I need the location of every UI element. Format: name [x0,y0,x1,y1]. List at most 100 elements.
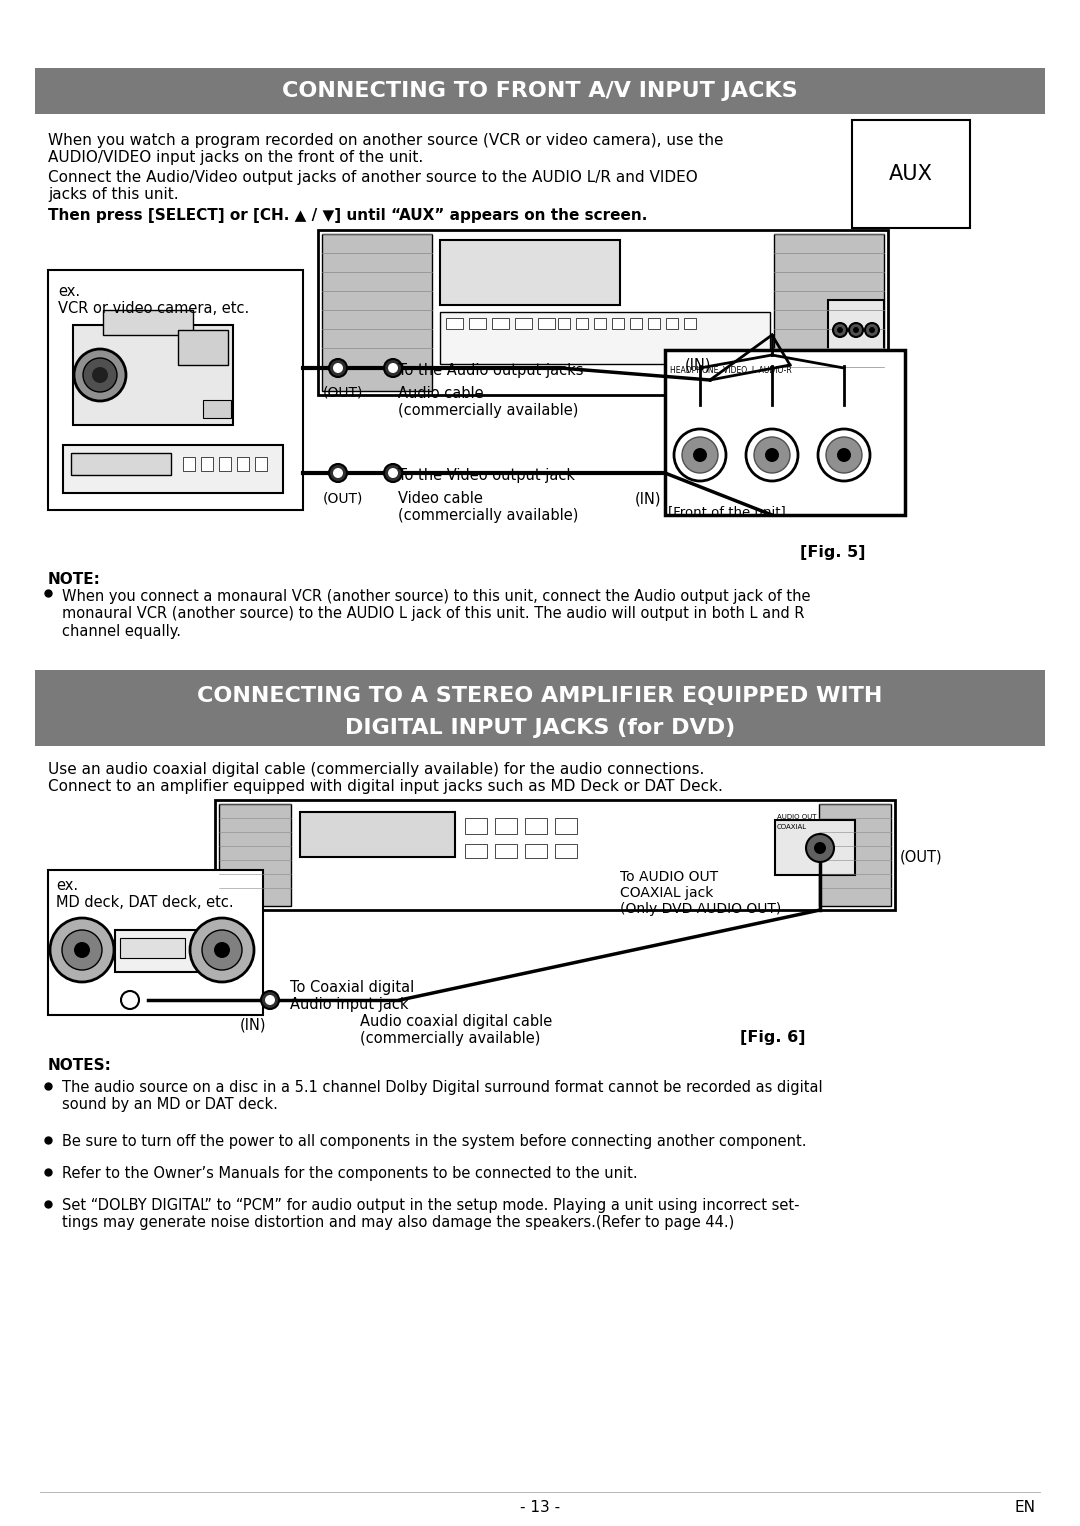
Text: (IN): (IN) [685,359,712,372]
Circle shape [746,429,798,481]
Bar [71,453,171,475]
Bar [495,844,517,858]
Circle shape [75,349,126,401]
Circle shape [833,324,847,337]
Text: To the Video output jack: To the Video output jack [399,468,575,484]
Bar [440,311,770,365]
Circle shape [826,436,862,473]
Text: To Coaxial digital
Audio input jack: To Coaxial digital Audio input jack [291,980,415,1012]
Bar [0,0,1080,69]
Bar [828,301,885,360]
Text: To the Audio output jacks: To the Audio output jacks [399,363,583,378]
Text: HEADPHONE  VIDEO  L-AUDIO-R: HEADPHONE VIDEO L-AUDIO-R [670,366,792,375]
Bar [495,818,517,835]
Bar [576,317,588,330]
Bar [525,844,546,858]
Circle shape [384,359,402,377]
Bar [203,400,231,418]
Text: (OUT): (OUT) [323,386,363,400]
Bar [666,317,678,330]
Text: AUX: AUX [889,163,933,185]
Bar [48,270,303,510]
Circle shape [388,468,399,478]
Circle shape [265,995,275,1006]
Bar [178,330,228,365]
Bar [684,317,696,330]
Circle shape [869,327,875,333]
Circle shape [754,436,789,473]
Circle shape [388,363,399,372]
Bar [201,456,213,472]
Text: CONNECTING TO A STEREO AMPLIFIER EQUIPPED WITH: CONNECTING TO A STEREO AMPLIFIER EQUIPPE… [198,687,882,707]
Text: CONNECTING TO FRONT A/V INPUT JACKS: CONNECTING TO FRONT A/V INPUT JACKS [282,81,798,101]
Circle shape [75,942,90,958]
Bar [465,818,487,835]
Text: Then press [SELECT] or [CH. ▲ / ▼] until “AUX” appears on the screen.: Then press [SELECT] or [CH. ▲ / ▼] until… [48,208,647,223]
Text: Audio coaxial digital cable
(commercially available): Audio coaxial digital cable (commerciall… [360,1013,552,1047]
Bar [446,317,463,330]
Circle shape [384,464,402,482]
Circle shape [333,363,343,372]
Bar [114,929,235,972]
Text: COAXIAL: COAXIAL [777,824,807,830]
Text: [Front of the unit]: [Front of the unit] [669,505,786,517]
Circle shape [837,327,843,333]
Bar [852,121,970,227]
Bar [73,325,233,426]
Text: When you watch a program recorded on another source (VCR or video camera), use t: When you watch a program recorded on ano… [48,133,724,165]
Bar [318,230,888,395]
Text: NOTE:: NOTE: [48,572,100,588]
Text: Be sure to turn off the power to all components in the system before connecting : Be sure to turn off the power to all com… [62,1134,807,1149]
Bar [538,317,555,330]
Bar [183,456,195,472]
Text: - 13 -: - 13 - [519,1500,561,1515]
Bar [630,317,642,330]
Text: Set “DOLBY DIGITAL” to “PCM” for audio output in the setup mode. Playing a unit : Set “DOLBY DIGITAL” to “PCM” for audio o… [62,1198,799,1230]
Bar [594,317,606,330]
Bar [525,818,546,835]
Circle shape [202,929,242,971]
Text: EN: EN [1014,1500,1035,1515]
Bar [819,804,891,906]
Text: Audio cable
(commercially available): Audio cable (commercially available) [399,386,579,418]
Text: When you connect a monaural VCR (another source) to this unit, connect the Audio: When you connect a monaural VCR (another… [62,589,810,639]
Bar [648,317,660,330]
Bar [219,456,231,472]
Circle shape [849,324,863,337]
Circle shape [50,919,114,983]
Bar [48,870,264,1015]
Text: Use an audio coaxial digital cable (commercially available) for the audio connec: Use an audio coaxial digital cable (comm… [48,761,723,795]
Circle shape [818,429,870,481]
Bar [612,317,624,330]
Text: [Fig. 6]: [Fig. 6] [740,1030,806,1045]
Bar [120,938,185,958]
Circle shape [814,842,826,855]
Bar [469,317,486,330]
Circle shape [190,919,254,983]
Circle shape [92,366,108,383]
Bar [63,446,283,493]
Bar [558,317,570,330]
Circle shape [681,436,718,473]
Text: NOTES:: NOTES: [48,1058,112,1073]
Text: DIGITAL INPUT JACKS (for DVD): DIGITAL INPUT JACKS (for DVD) [345,719,735,739]
Bar [215,800,895,909]
Bar [665,349,905,514]
Bar [219,804,291,906]
Bar [35,670,1045,746]
Bar [555,818,577,835]
Circle shape [214,942,230,958]
Bar [237,456,249,472]
Text: Video cable
(commercially available): Video cable (commercially available) [399,491,579,523]
Text: (IN): (IN) [240,1018,267,1033]
Bar [300,812,455,858]
Circle shape [765,449,779,462]
Text: (OUT): (OUT) [323,491,363,505]
Text: (OUT): (OUT) [900,850,943,865]
Text: The audio source on a disc in a 5.1 channel Dolby Digital surround format cannot: The audio source on a disc in a 5.1 chan… [62,1080,823,1112]
Text: AUDIO OUT: AUDIO OUT [777,813,816,819]
Circle shape [674,429,726,481]
Bar [322,233,432,391]
Text: (IN): (IN) [635,491,661,507]
Circle shape [806,835,834,862]
